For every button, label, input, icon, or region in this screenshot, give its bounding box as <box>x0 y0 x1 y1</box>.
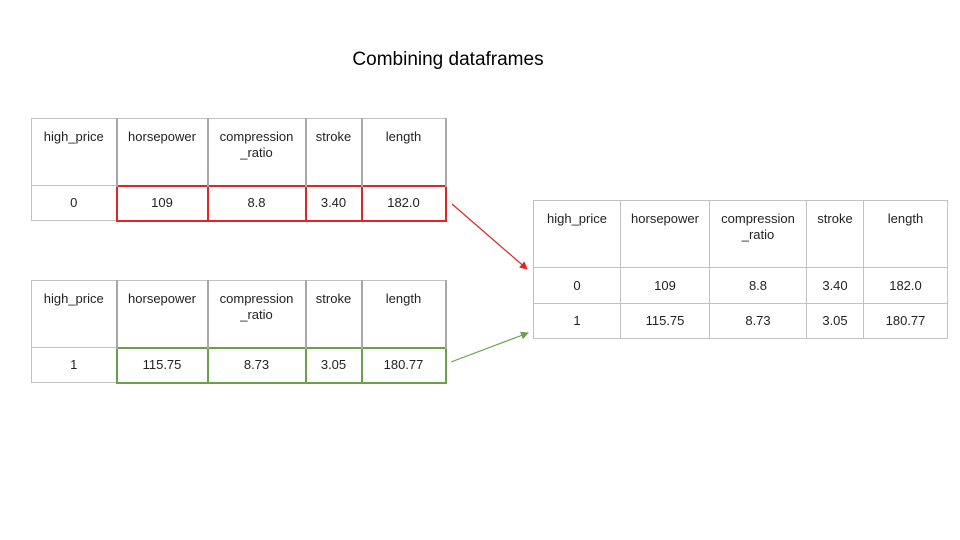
page-title: Combining dataframes <box>352 49 544 70</box>
header-compression-ratio: compression _ratio <box>206 280 307 348</box>
cell-stroke: 3.40 <box>806 267 864 304</box>
header-compression-ratio: compression _ratio <box>709 200 807 268</box>
cell-stroke: 3.40 <box>304 184 363 222</box>
table-row: 1 115.75 8.73 3.05 180.77 <box>31 346 447 384</box>
cell-compression-ratio: 8.8 <box>206 184 307 222</box>
cell-horsepower: 109 <box>115 184 209 222</box>
header-row: high_price horsepower compression _ratio… <box>31 118 447 186</box>
red-arrow-icon <box>451 203 528 270</box>
header-compression-ratio: compression _ratio <box>206 118 307 186</box>
cell-compression-ratio: 8.73 <box>206 346 307 384</box>
cell-horsepower: 115.75 <box>115 346 209 384</box>
bottom-dataframe-table: high_price horsepower compression _ratio… <box>31 280 447 384</box>
cell-stroke: 3.05 <box>304 346 363 384</box>
header-length: length <box>360 118 447 186</box>
header-length: length <box>360 280 447 348</box>
cell-high-price: 1 <box>533 303 621 339</box>
header-length: length <box>863 200 948 268</box>
header-horsepower: horsepower <box>115 118 209 186</box>
header-high-price: high_price <box>31 280 117 348</box>
cell-horsepower: 109 <box>620 267 710 304</box>
header-high-price: high_price <box>31 118 117 186</box>
top-dataframe-table: high_price horsepower compression _ratio… <box>31 118 447 222</box>
cell-length: 180.77 <box>360 346 447 384</box>
cell-stroke: 3.05 <box>806 303 864 339</box>
header-stroke: stroke <box>806 200 864 268</box>
green-arrow-icon <box>450 331 529 363</box>
cell-high-price: 0 <box>31 185 117 221</box>
header-horsepower: horsepower <box>115 280 209 348</box>
cell-length: 180.77 <box>863 303 948 339</box>
cell-compression-ratio: 8.73 <box>709 303 807 339</box>
combined-dataframe-table: high_price horsepower compression _ratio… <box>533 200 948 339</box>
header-stroke: stroke <box>304 118 363 186</box>
header-row: high_price horsepower compression _ratio… <box>31 280 447 348</box>
header-stroke: stroke <box>304 280 363 348</box>
cell-length: 182.0 <box>360 184 447 222</box>
table-row: 0 109 8.8 3.40 182.0 <box>31 184 447 222</box>
cell-high-price: 1 <box>31 347 117 383</box>
cell-horsepower: 115.75 <box>620 303 710 339</box>
table-row: 1 115.75 8.73 3.05 180.77 <box>533 303 948 339</box>
